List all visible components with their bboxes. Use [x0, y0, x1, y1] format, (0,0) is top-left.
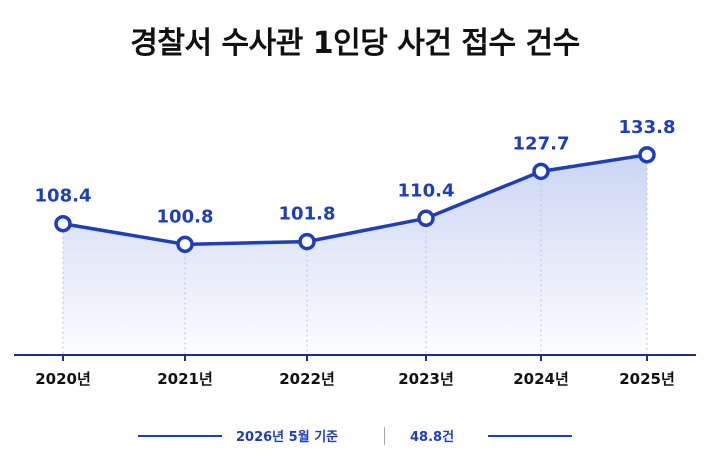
footer-right-rule: [488, 435, 572, 437]
data-label: 108.4: [35, 186, 92, 207]
x-tick-label: 2020년: [35, 370, 91, 388]
data-point-5: [532, 162, 550, 181]
footer-left-rule: [138, 435, 222, 437]
footer-divider: [384, 427, 385, 445]
footer-value: 48.8건: [410, 430, 455, 445]
x-tick-label: 2022년: [279, 370, 335, 388]
data-point-2: [176, 235, 194, 254]
data-point-6: [638, 146, 656, 164]
area-fill: [63, 154, 647, 355]
footer-note: 2026년 5월 기준: [236, 430, 339, 445]
x-tick-label: 2025년: [619, 370, 675, 388]
series-line: [61, 153, 649, 247]
data-label: 101.8: [279, 204, 336, 225]
data-point-1: [54, 214, 72, 233]
x-tick-label: 2024년: [513, 370, 569, 388]
chart-footer: 2026년 5월 기준 48.8건: [0, 424, 710, 448]
data-label: 127.7: [513, 133, 570, 154]
data-label: 110.4: [398, 180, 455, 201]
x-tick-label: 2021년: [157, 370, 213, 388]
data-label: 133.8: [619, 117, 676, 138]
data-label: 100.8: [157, 206, 214, 227]
chart-title: 경찰서 수사관 1인당 사건 접수 건수: [130, 26, 580, 61]
data-point-4: [417, 209, 435, 228]
data-point-3: [298, 232, 316, 251]
x-tick-label: 2023년: [398, 370, 454, 388]
